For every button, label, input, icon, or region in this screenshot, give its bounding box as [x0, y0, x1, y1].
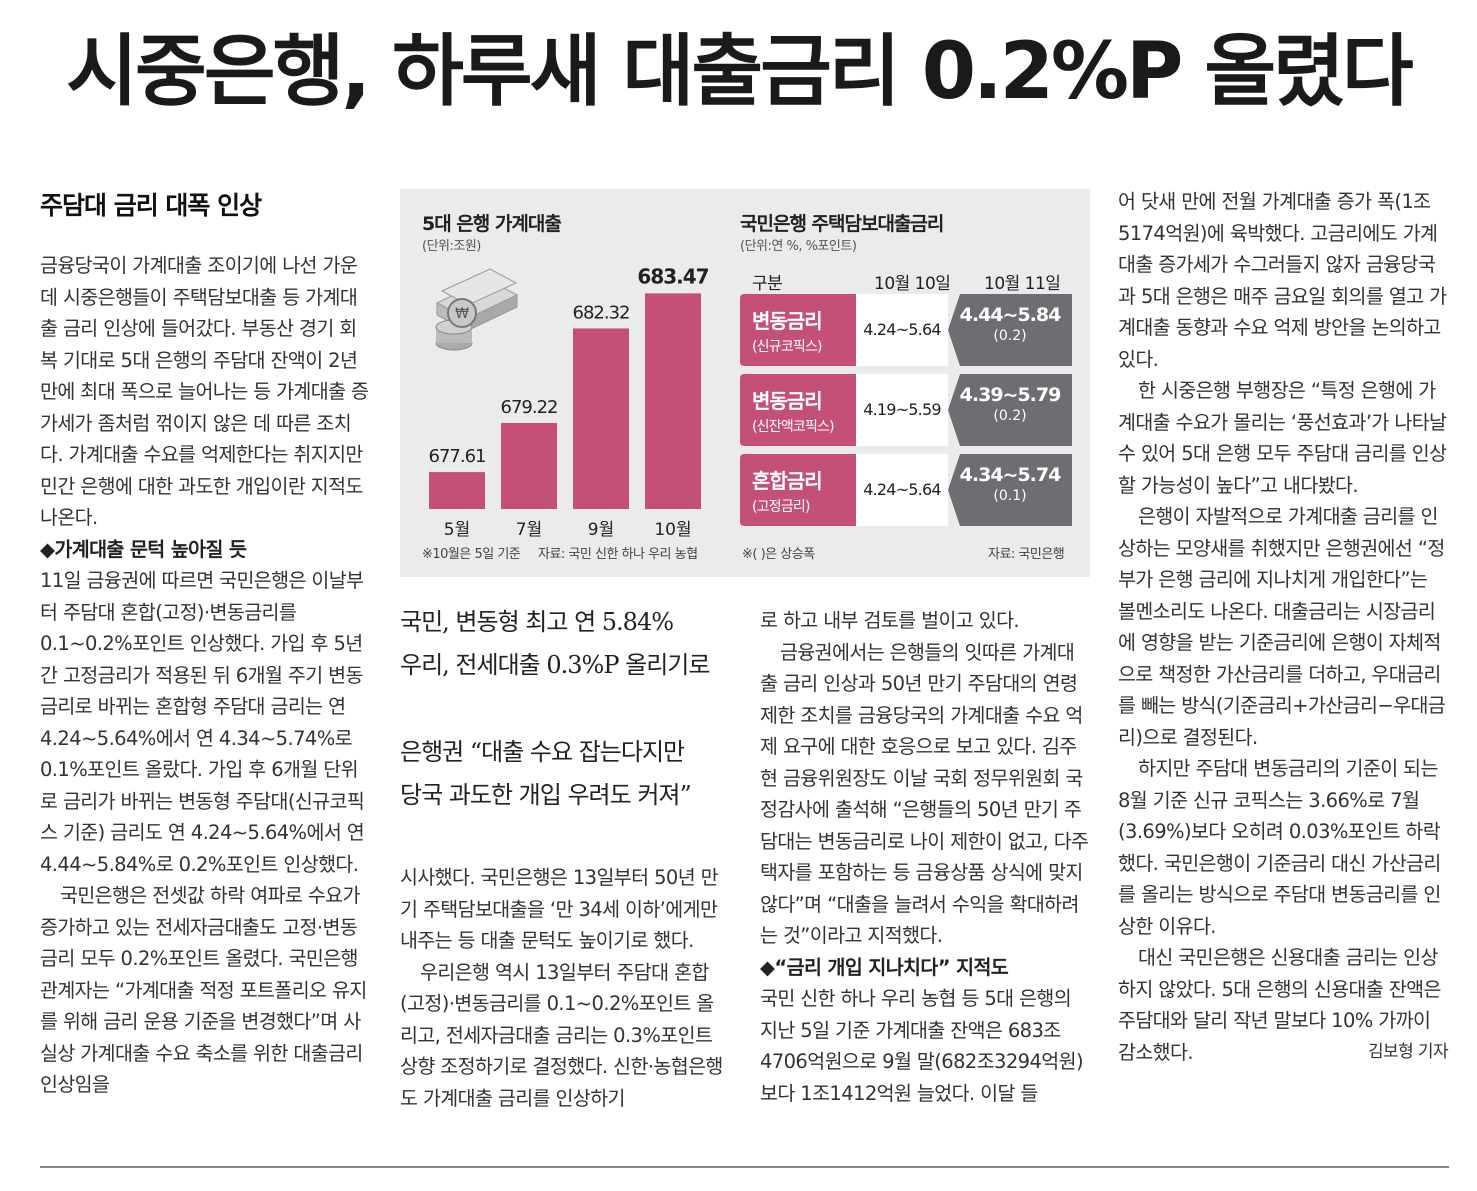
- bar-value-label: 677.61: [429, 446, 486, 467]
- paragraph: 금융권에서는 은행들의 잇따른 가계대출 금리 인상과 50년 만기 주담대의 …: [760, 640, 1089, 948]
- bottom-divider: [40, 1166, 1449, 1168]
- rate-change: (0.2): [993, 328, 1027, 344]
- bar-chart-unit: (단위:조원): [422, 239, 481, 254]
- oct11-rate-cell: 4.39~5.79 (0.2): [948, 374, 1072, 446]
- oct11-rate-cell: 4.34~5.74 (0.1): [948, 454, 1072, 526]
- x-tick-label: 5월: [444, 520, 470, 540]
- table-unit: (단위:연 %, %포인트): [740, 239, 857, 254]
- paragraph: 금융당국이 가계대출 조이기에 나선 가운데 시중은행들이 주택담보대출 등 가…: [40, 254, 369, 529]
- x-tick-label: 7월: [516, 520, 542, 540]
- bar-value-label: 682.32: [573, 302, 630, 323]
- rate-change: (0.1): [993, 488, 1027, 504]
- table-title: 국민은행 주택담보대출금리: [740, 213, 944, 235]
- subheadline-line: 우리, 전세대출 0.3%P 올리기로: [400, 651, 710, 679]
- svg-text:₩: ₩: [455, 306, 469, 322]
- table-header-category: 구분: [752, 274, 783, 294]
- subheadline-line: 은행권 “대출 수요 잡는다지만: [400, 738, 685, 766]
- article-column-4: 어 닷새 만에 전월 가계대출 증가 폭(1조5174억원)에 육박했다. 고금…: [1118, 186, 1449, 1068]
- bar-chart-title: 5대 은행 가계대출: [422, 213, 562, 235]
- table-source: 자료: 국민은행: [988, 547, 1065, 562]
- x-tick-label: 9월: [588, 520, 614, 540]
- bar-chart-note: ※10월은 5일 기준: [422, 547, 521, 562]
- paragraph: 은행이 자발적으로 가계대출 금리를 인상하는 모양새를 취했지만 은행권에선 …: [1118, 505, 1446, 749]
- oct10-rate: 4.24~5.64: [856, 294, 948, 366]
- table-row: 변동금리 (신잔액코픽스) 4.19~5.59 4.39~5.79 (0.2): [740, 374, 1072, 446]
- rate-type-sublabel: (신규코픽스): [752, 339, 823, 355]
- oct11-rate: 4.34~5.74: [959, 464, 1062, 486]
- byline: 김보형 기자: [1367, 1041, 1449, 1062]
- rate-type-cell: 혼합금리 (고정금리): [740, 454, 856, 526]
- rate-change: (0.2): [993, 408, 1027, 424]
- oct10-rate: 4.24~5.64: [856, 454, 948, 526]
- infographic: 5대 은행 가계대출 (단위:조원) ₩ 677.61 5월 679.22 7월 682…: [400, 189, 1090, 577]
- paragraph: 어 닷새 만에 전월 가계대출 증가 폭(1조5174억원)에 육박했다. 고금…: [1118, 190, 1447, 371]
- rate-type-label: 변동금리: [752, 309, 823, 333]
- table-row: 혼합금리 (고정금리) 4.24~5.64 4.34~5.74 (0.1): [740, 454, 1072, 526]
- bar-chart-source: 자료: 국민 신한 하나 우리 농협: [538, 547, 698, 562]
- oct10-rate: 4.19~5.59: [856, 374, 948, 446]
- paragraph-text: 대신 국민은행은 신용대출 금리는 인상하지 않았다. 5대 은행의 신용대출 …: [1118, 946, 1441, 1064]
- paragraph: 하지만 주담대 변동금리의 기준이 되는 8월 기준 신규 코픽스는 3.66%…: [1118, 757, 1441, 938]
- money-stack-icon: ₩: [435, 268, 519, 351]
- bar-10월: [645, 293, 701, 509]
- oct11-rate-cell: 4.44~5.84 (0.2): [948, 294, 1072, 366]
- rate-type-cell: 변동금리 (신잔액코픽스): [740, 374, 856, 446]
- subheadline-line: 당국 과도한 개입 우려도 커져”: [400, 781, 692, 809]
- subsection-heading: ◆가계대출 문턱 높아질 듯: [40, 537, 247, 561]
- rate-type-label: 혼합금리: [752, 469, 823, 493]
- rate-type-cell: 변동금리 (신규코픽스): [740, 294, 856, 366]
- paragraph: 국민은행은 전셋값 하락 여파로 수요가 증가하고 있는 전세자금대출도 고정·…: [40, 884, 367, 1096]
- bar-value-label: 683.47: [637, 264, 708, 288]
- table-header-oct10: 10월 10일: [874, 274, 951, 294]
- subsection-heading: ◆“금리 개입 지나치다” 지적도: [760, 955, 1009, 979]
- table-row: 변동금리 (신규코픽스) 4.24~5.64 4.44~5.84 (0.2): [740, 294, 1072, 366]
- table-header-oct11: 10월 11일: [984, 274, 1061, 294]
- article-column-3: 로 하고 내부 검토를 벌이고 있다. 금융권에서는 은행들의 잇따른 가계대출…: [760, 605, 1090, 1109]
- subheadline-2: 은행권 “대출 수요 잡는다지만 당국 과도한 개입 우려도 커져”: [400, 731, 740, 817]
- paragraph: 국민 신한 하나 우리 농협 등 5대 은행의 지난 5일 기준 가계대출 잔액…: [760, 987, 1084, 1105]
- paragraph: 11일 금융권에 따르면 국민은행은 이날부터 주담대 혼합(고정)·변동금리를…: [40, 569, 365, 876]
- headline: 시중은행, 하루새 대출금리 0.2%P 올렸다: [66, 27, 1413, 117]
- paragraph: 시사했다. 국민은행은 13일부터 50년 만기 주택담보대출을 ‘만 34세 …: [400, 866, 719, 952]
- rate-type-sublabel: (고정금리): [752, 499, 810, 515]
- x-tick-label: 10월: [654, 520, 691, 540]
- bar-7월: [501, 422, 557, 509]
- paragraph: 한 시중은행 부행장은 “특정 은행에 가계대출 수요가 몰리는 ‘풍선효과’가…: [1118, 379, 1447, 497]
- table-note: ※( )은 상승폭: [742, 547, 815, 562]
- paragraph: 로 하고 내부 검토를 벌이고 있다.: [760, 609, 1020, 632]
- bar-value-label: 679.22: [501, 397, 558, 418]
- paragraph: 대신 국민은행은 신용대출 금리는 인상하지 않았다. 5대 은행의 신용대출 …: [1118, 942, 1449, 1068]
- article-column-2: 시사했다. 국민은행은 13일부터 50년 만기 주택담보대출을 ‘만 34세 …: [400, 862, 730, 1114]
- paragraph: 우리은행 역시 13일부터 주담대 혼합(고정)·변동금리를 0.1~0.2%포…: [400, 960, 723, 1110]
- subheadline-line: 국민, 변동형 최고 연 5.84%: [400, 608, 674, 636]
- bar-9월: [573, 328, 629, 509]
- bar-chart: 677.61 5월 679.22 7월 682.32 9월 683.47 10월: [429, 264, 710, 540]
- oct11-rate: 4.39~5.79: [959, 384, 1062, 406]
- rate-type-sublabel: (신잔액코픽스): [752, 419, 835, 435]
- section-heading: 주담대 금리 대폭 인상: [40, 191, 262, 220]
- bar-5월: [429, 472, 485, 509]
- article-column-1: 금융당국이 가계대출 조이기에 나선 가운데 시중은행들이 주택담보대출 등 가…: [40, 250, 370, 1101]
- rate-type-label: 변동금리: [752, 389, 823, 413]
- oct11-rate: 4.44~5.84: [959, 304, 1062, 326]
- subheadline-1: 국민, 변동형 최고 연 5.84% 우리, 전세대출 0.3%P 올리기로: [400, 601, 740, 687]
